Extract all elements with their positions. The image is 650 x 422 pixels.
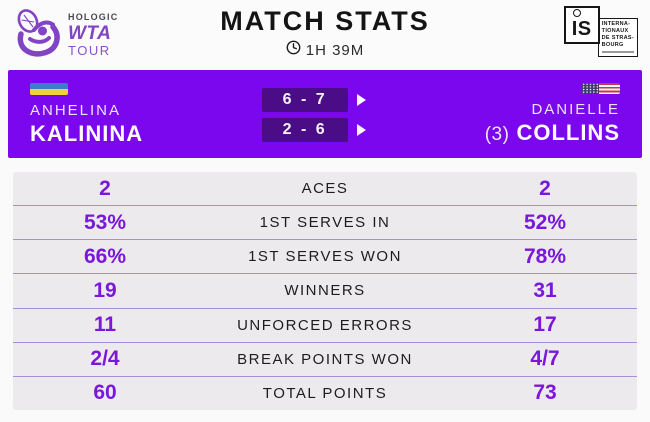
tournament-name-box: INTERNA- TIONAUX DE STRAS- BOURG — [597, 18, 638, 57]
stat-label: BREAK POINTS WON — [237, 350, 413, 368]
player-left-first-name: ANHELINA — [30, 101, 122, 119]
stat-row-total-points: 60 TOTAL POINTS 73 — [13, 377, 637, 410]
stat-right-value: 73 — [533, 381, 557, 405]
stat-right-value: 31 — [533, 278, 557, 302]
player-right-last-name: COLLINS — [516, 120, 620, 145]
match-duration: 1H 39M — [305, 41, 365, 59]
stat-row-winners: 19 WINNERS 31 — [13, 274, 637, 309]
set-2-score: 2 - 6 — [261, 117, 348, 142]
wta-name-label: WTA — [68, 22, 112, 44]
stat-left-value: 2 — [99, 176, 111, 200]
match-duration-row: 1H 39M — [0, 40, 650, 60]
stat-left-value: 66% — [83, 244, 127, 268]
stat-label: UNFORCED ERRORS — [237, 316, 413, 334]
wta-sub-label: TOUR — [68, 42, 111, 58]
tournament-name-line: BOURG — [601, 41, 624, 48]
clock-icon — [286, 40, 301, 60]
stat-row-aces: 2 ACES 2 — [13, 172, 637, 207]
stat-label: ACES — [301, 180, 349, 198]
stat-row-first-serves-in: 53% 1ST SERVES IN 52% — [13, 206, 637, 241]
stat-label: WINNERS — [284, 282, 366, 300]
tournament-name-line: INTERNA- — [601, 21, 631, 27]
player-right: DANIELLE (3) COLLINS — [485, 83, 620, 146]
set-2-winner-arrow-icon — [356, 123, 366, 136]
stat-left-value: 11 — [93, 313, 117, 337]
stat-label: TOTAL POINTS — [262, 384, 388, 402]
match-stats-table: 2 ACES 2 53% 1ST SERVES IN 52% 66% 1ST S… — [13, 172, 637, 410]
stat-right-value: 4/7 — [530, 347, 560, 371]
tournament-initials-box: IS — [563, 6, 600, 44]
header: HOLOGIC WTA TOUR MATCH STATS 1H 39M IS I… — [0, 0, 650, 70]
player-left: ANHELINA KALININA — [30, 83, 143, 146]
stat-left-value: 53% — [83, 210, 127, 234]
stat-left-value: 19 — [93, 278, 117, 302]
tournament-initials: IS — [571, 18, 592, 40]
stat-right-value: 78% — [523, 244, 567, 268]
tournament-name-line: DE STRAS- — [601, 34, 634, 41]
stat-row-unforced-errors: 11 UNFORCED ERRORS 17 — [13, 309, 637, 343]
stat-right-value: 17 — [533, 313, 557, 337]
score-banner: ANHELINA KALININA 6 - 7 2 - 6 DANIELLE (… — [8, 70, 642, 158]
stat-row-first-serves-won: 66% 1ST SERVES WON 78% — [13, 240, 637, 275]
stat-left-value: 60 — [93, 381, 117, 405]
tennis-ball-icon — [572, 9, 581, 17]
tournament-fineprint-bar — [601, 50, 634, 53]
title-block: MATCH STATS 1H 39M — [0, 6, 650, 60]
stat-left-value: 2/4 — [90, 347, 120, 371]
stat-label: 1ST SERVES IN — [259, 214, 391, 232]
set-1-winner-arrow-icon — [356, 93, 366, 106]
set-scores: 6 - 7 2 - 6 — [261, 83, 366, 146]
usa-flag — [582, 83, 620, 94]
stat-row-break-points-won: 2/4 BREAK POINTS WON 4/7 — [13, 343, 637, 377]
usa-flag-canton — [582, 83, 599, 94]
wta-player-icon — [14, 7, 62, 62]
tournament-name-line: TIONAUX — [601, 27, 629, 34]
page-title: MATCH STATS — [220, 6, 430, 36]
wta-tour-logo: HOLOGIC WTA TOUR — [14, 7, 118, 62]
stat-right-value: 52% — [523, 210, 567, 234]
set-score-row-2: 2 - 6 — [261, 117, 366, 142]
player-right-seed: (3) — [484, 124, 510, 145]
player-left-last-name: KALININA — [30, 120, 144, 146]
set-1-score: 6 - 7 — [261, 87, 348, 112]
wta-brand-label: HOLOGIC — [68, 11, 119, 22]
wta-logo-text: HOLOGIC WTA TOUR — [68, 11, 119, 58]
tournament-logo: IS INTERNA- TIONAUX DE STRAS- BOURG — [563, 6, 638, 57]
stat-right-value: 2 — [539, 176, 551, 200]
player-right-first-name: DANIELLE — [531, 101, 620, 118]
stat-label: 1ST SERVES WON — [248, 248, 402, 266]
ukraine-flag — [30, 83, 68, 95]
set-score-row-1: 6 - 7 — [261, 87, 366, 112]
